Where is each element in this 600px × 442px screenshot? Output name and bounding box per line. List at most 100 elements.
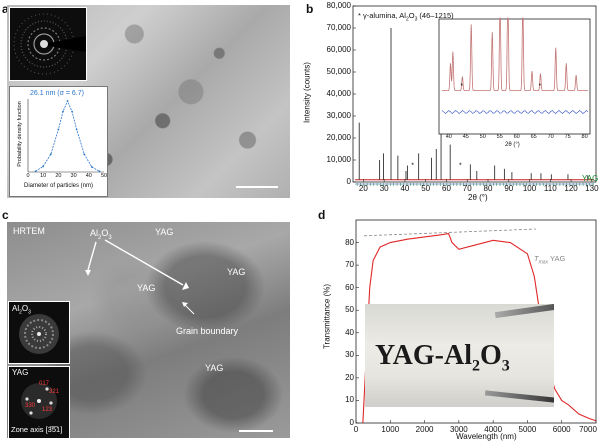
pdf-point [66, 100, 69, 102]
al2o3-label: Al2O3 [90, 228, 112, 241]
yag-reference-label: YAG [582, 174, 599, 183]
legend-sub: 2 [405, 16, 409, 23]
trans-ytick: 80 [345, 237, 354, 247]
particle-size-title: 26.1 nm (σ = 6.7) [30, 90, 84, 97]
inset1-sub: 2 [19, 309, 22, 316]
alumina-legend: * γ-alumina, Al2O3 (46–1215) [358, 11, 454, 23]
pdf-point [34, 170, 37, 173]
inset-xlabel: 2θ (°) [505, 142, 520, 148]
trans-ytick: 50 [345, 305, 354, 315]
yag-grain-label-3: YAG [137, 283, 156, 293]
trans-ylabel: Transmittance (%) [322, 283, 332, 350]
inset-xtick: 65 [530, 134, 537, 140]
panel-d-letter: d [318, 208, 326, 222]
panel-b-letter: b [306, 2, 314, 16]
trans-yticks: 0 10 20 30 40 50 60 70 80 [300, 200, 356, 442]
xrd-ytick: 20,000 [326, 133, 351, 142]
particle-size-chart [27, 99, 104, 173]
xrd-xlabel: 2θ (°) [468, 193, 488, 202]
alumina-star-marker: * [411, 163, 414, 170]
spot-index-2: 321 [49, 389, 60, 395]
xrd-inset-pattern: * * [441, 17, 589, 114]
xrd-ytick: 0 [346, 177, 351, 186]
grain-boundary-label: Grain boundary [176, 326, 239, 336]
al2o3-o: O [101, 228, 109, 238]
inset-xtick: 75 [564, 134, 571, 140]
trans-ytick: 30 [345, 350, 354, 360]
fft-alumina-rings-icon [19, 314, 59, 354]
inset-xtick: 55 [496, 134, 503, 140]
xrd-xtick: 120 [564, 184, 578, 193]
xrd-xtick: 50 [421, 184, 431, 193]
xrd-ylabel: Intensity (counts) [302, 62, 312, 123]
legend-o: O [408, 11, 415, 20]
tmax-label: Tmax YAG [534, 254, 565, 266]
pdf-point [42, 165, 45, 168]
xrd-ytick: 10,000 [326, 155, 351, 164]
al2o3-al: Al [90, 228, 99, 238]
fft-yag-label: YAG [12, 368, 29, 377]
xrd-xtick: 100 [522, 184, 537, 193]
fft-alumina-label: Al2O3 [12, 304, 31, 316]
pdf-xtick: 10 [40, 173, 47, 179]
transmittance-line [362, 232, 597, 424]
xrd-ytick: 30,000 [326, 111, 351, 120]
inset-xtick: 50 [479, 134, 486, 140]
saed-rings-icon [13, 13, 86, 75]
trans-xtick: 6000 [552, 425, 571, 434]
inset-xtick: 60 [513, 134, 520, 140]
trans-ytick: 40 [345, 327, 354, 337]
inset-xtick: 40 [445, 134, 452, 140]
pdf-point [62, 110, 64, 113]
trans-xtick: 1000 [381, 425, 400, 434]
xrd-xtick: 130 [585, 184, 599, 193]
xrd-xtick: 90 [504, 184, 514, 193]
panel-a-letter: a [2, 2, 9, 16]
saed-pattern-inset [9, 7, 87, 81]
pdf-point [57, 128, 60, 131]
hrtem-arrows [0, 0, 300, 442]
xrd-yticks: 0 10,000 20,000 30,000 40,000 50,000 60,000 70,… [300, 0, 352, 200]
yag-grain-label-2: YAG [227, 267, 246, 277]
xrd-chart: * * * * [352, 5, 597, 186]
photo-text-sub: 2 [471, 357, 480, 375]
photo-text-sub2: 3 [501, 357, 510, 375]
xrd-ytick: 50,000 [326, 67, 351, 76]
pdf-point [98, 170, 101, 173]
photo-text-o: O [479, 340, 502, 371]
legend-pdf: (46–1215) [417, 11, 454, 20]
xrd-xtick: 60 [442, 184, 451, 193]
trans-xtick: 4000 [484, 425, 503, 434]
trans-xtick: 7000 [579, 425, 597, 434]
pdf-point [75, 128, 78, 131]
inset-star-marker: * [538, 83, 541, 90]
spot-index-4: 123 [42, 407, 53, 413]
trans-xlabel: Wavelength (nm) [456, 432, 517, 441]
xrd-xticks: 20 30 40 50 60 70 80 90 100 110 120 130 [300, 184, 600, 194]
sample-photo-inset: YAG-Al2O3 [365, 304, 554, 407]
photo-sample-text: YAG-Al2O3 [375, 340, 510, 376]
xrd-ytick: 60,000 [326, 45, 351, 54]
pdf-xtick: 20 [55, 173, 62, 179]
pdf-curve [34, 99, 101, 173]
tmax-sub: max [538, 259, 549, 266]
xrd-pattern: * * [353, 5, 594, 186]
pdf-point [83, 153, 86, 156]
pdf-point [49, 153, 52, 156]
inset-star-marker: * [460, 83, 463, 90]
spot-index-3: 330 [25, 403, 36, 409]
xrd-xtick: 20 [358, 184, 368, 193]
xrd-xtick: 30 [379, 184, 389, 193]
trans-ytick: 70 [345, 260, 354, 270]
pdf-xlabel: Diameter of particles (nm) [24, 183, 94, 189]
transmittance-curves [355, 228, 597, 424]
trans-xtick: 3000 [449, 425, 468, 434]
fft-yag-spots-icon [21, 383, 57, 419]
al2o3-sub2: 3 [108, 234, 112, 241]
pdf-xtick: 0 [26, 173, 30, 179]
pdf-xtick: 30 [70, 173, 77, 179]
trans-ytick: 60 [345, 282, 354, 292]
photo-text-main: YAG-Al [375, 340, 472, 371]
pdf-xticks: 0 10 20 30 40 50 [10, 173, 107, 181]
trans-ytick: 0 [349, 418, 354, 427]
